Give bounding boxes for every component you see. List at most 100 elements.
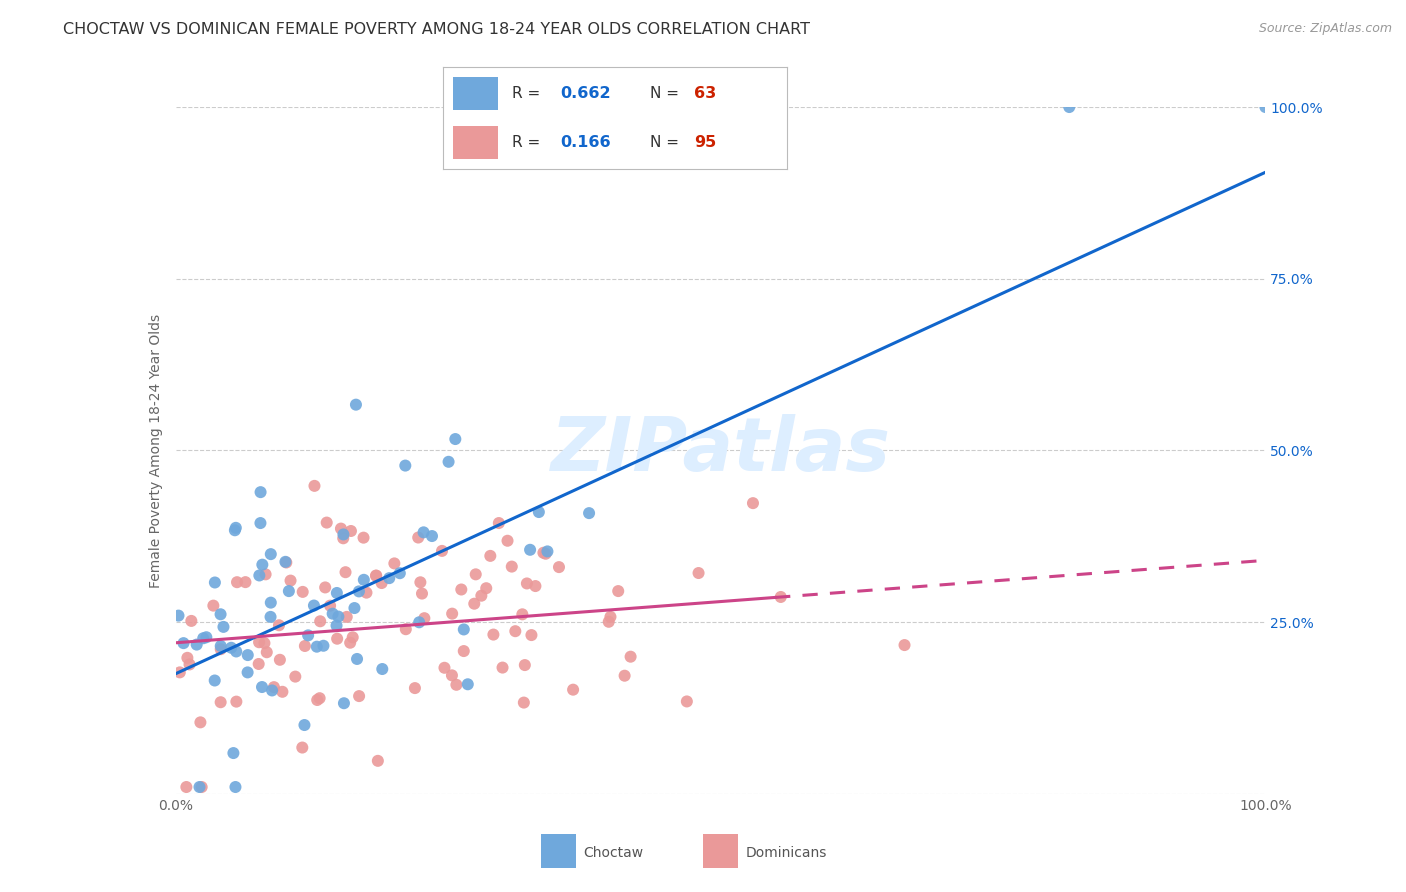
Point — [688, 566, 710, 580]
Point — [209, 695, 232, 709]
Point — [505, 624, 527, 639]
Point — [366, 568, 388, 582]
Point — [531, 546, 554, 560]
Text: N =: N = — [650, 136, 683, 151]
Point — [209, 607, 232, 622]
Point — [370, 576, 392, 591]
Point — [513, 658, 536, 673]
Point — [204, 673, 226, 688]
Point — [496, 533, 519, 548]
Text: Choctaw: Choctaw — [583, 846, 644, 860]
Point — [408, 615, 430, 630]
Point — [406, 531, 429, 545]
Point — [395, 622, 418, 636]
Point — [267, 618, 290, 632]
Point — [450, 582, 472, 597]
Point — [491, 660, 513, 674]
Point — [180, 614, 202, 628]
Point — [367, 754, 389, 768]
Point — [235, 575, 257, 590]
Point — [433, 661, 456, 675]
Text: R =: R = — [512, 136, 546, 151]
Point — [294, 639, 316, 653]
Point — [314, 581, 336, 595]
Point — [516, 576, 538, 591]
Point — [409, 575, 432, 590]
Point — [336, 610, 359, 624]
Point — [176, 780, 198, 794]
Point — [247, 568, 270, 582]
Point — [225, 521, 247, 535]
Point — [249, 516, 271, 530]
Point — [262, 683, 284, 698]
Point — [308, 691, 330, 706]
Point — [277, 584, 299, 599]
FancyBboxPatch shape — [453, 127, 498, 159]
Point — [247, 635, 270, 649]
Point — [326, 632, 349, 646]
Point — [347, 689, 370, 703]
Point — [501, 559, 523, 574]
Point — [259, 610, 281, 624]
Point — [291, 740, 314, 755]
Point — [769, 590, 792, 604]
Point — [190, 715, 212, 730]
Point — [598, 615, 620, 629]
Point — [193, 632, 215, 646]
Point — [319, 599, 342, 613]
Point — [339, 636, 361, 650]
Point — [464, 567, 486, 582]
Point — [253, 636, 276, 650]
Point — [224, 780, 246, 794]
Point — [332, 531, 354, 545]
Y-axis label: Female Poverty Among 18-24 Year Olds: Female Poverty Among 18-24 Year Olds — [149, 313, 163, 588]
Point — [620, 649, 643, 664]
Text: 0.662: 0.662 — [560, 86, 610, 101]
Point — [453, 644, 475, 658]
Text: Dominicans: Dominicans — [745, 846, 827, 860]
Point — [388, 566, 411, 581]
Point — [322, 607, 344, 621]
Point — [309, 615, 332, 629]
Point — [326, 586, 349, 600]
Point — [312, 639, 335, 653]
Point — [463, 597, 485, 611]
Point — [263, 680, 285, 694]
Point — [347, 584, 370, 599]
Point — [527, 505, 550, 519]
Point — [340, 524, 363, 538]
Point — [315, 516, 337, 530]
Point — [195, 630, 218, 644]
Point — [249, 485, 271, 500]
Point — [169, 665, 191, 680]
Point — [599, 610, 621, 624]
Point — [742, 496, 765, 510]
Point — [437, 455, 460, 469]
Point — [225, 695, 247, 709]
Point — [513, 696, 536, 710]
Point — [353, 573, 375, 587]
Point — [440, 668, 463, 682]
Point — [335, 565, 357, 579]
Text: 95: 95 — [695, 136, 717, 151]
Point — [307, 693, 329, 707]
Point — [186, 638, 208, 652]
Point — [302, 599, 325, 613]
Point — [534, 547, 557, 561]
Point — [520, 628, 543, 642]
Point — [512, 607, 534, 622]
Point — [212, 620, 235, 634]
Point — [893, 638, 915, 652]
Point — [382, 557, 405, 571]
Point — [470, 589, 492, 603]
Point — [548, 560, 571, 574]
Point — [225, 644, 247, 658]
Point — [202, 599, 225, 613]
Point — [219, 640, 242, 655]
Point — [188, 780, 211, 794]
Point — [536, 544, 558, 558]
Point — [404, 681, 426, 695]
Point — [325, 618, 347, 632]
Text: Source: ZipAtlas.com: Source: ZipAtlas.com — [1258, 22, 1392, 36]
Point — [236, 648, 259, 662]
